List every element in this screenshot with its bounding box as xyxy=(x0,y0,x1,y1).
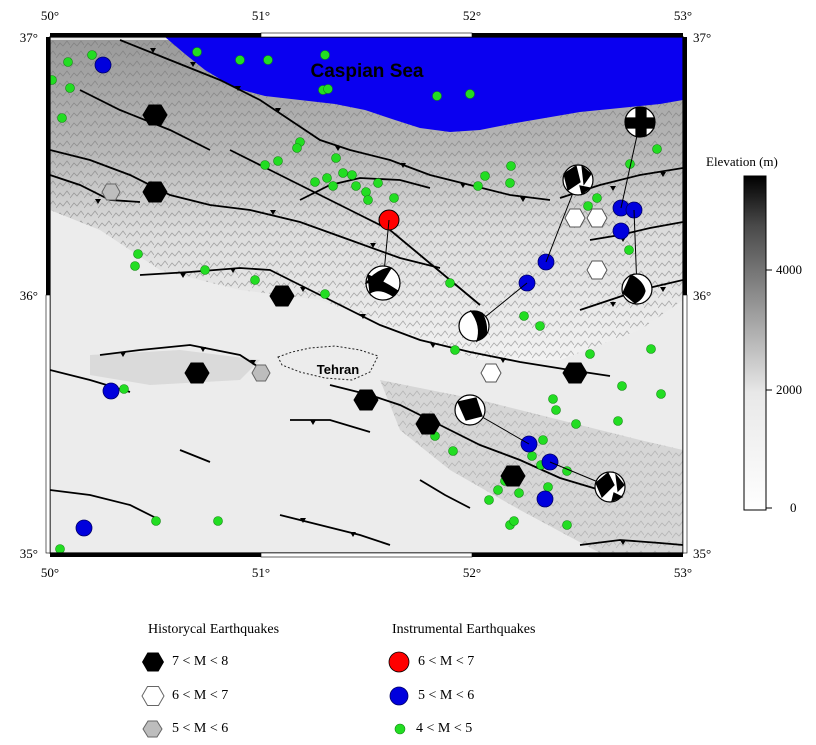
legend-instrumental-m6-7: 6 < M < 7 xyxy=(388,651,474,673)
instrumental-m4-5-events xyxy=(50,47,666,553)
historical-legend-title: Historycal Earthquakes xyxy=(148,622,280,637)
historical-m7-8-events xyxy=(142,104,588,487)
lon-tick-bottom-50: 50° xyxy=(41,565,59,580)
red-circle-icon xyxy=(388,651,410,673)
legend-instrumental-m4-5-label: 4 < M < 5 xyxy=(416,721,473,736)
lon-tick-top-50: 50° xyxy=(41,8,59,23)
elevation-colorbar xyxy=(743,175,772,511)
lat-tick-right-36: 36° xyxy=(693,288,711,303)
legend-instrumental-m5-6: 5 < M < 6 xyxy=(388,685,474,707)
lon-tick-top-51: 51° xyxy=(252,8,270,23)
colorbar-tick-4000: 4000 xyxy=(776,262,802,277)
legend-historical-m6-7: 6 < M < 7 xyxy=(140,685,228,707)
focal-mechanisms xyxy=(364,106,656,503)
caspian-sea xyxy=(165,37,683,132)
legend-instrumental-m6-7-label: 6 < M < 7 xyxy=(418,654,475,669)
lat-tick-left-37: 37° xyxy=(20,30,38,45)
lon-tick-bottom-52: 52° xyxy=(463,565,481,580)
gray-hexagon-icon xyxy=(142,720,163,738)
legend-historical-m7-8: 7 < M < 8 xyxy=(140,651,228,673)
colorbar-tick-2000: 2000 xyxy=(776,382,802,397)
lon-tick-top-52: 52° xyxy=(463,8,481,23)
legend-historical-m7-8-label: 7 < M < 8 xyxy=(172,654,229,669)
legend-instrumental-m5-6-label: 5 < M < 6 xyxy=(418,688,475,703)
lat-tick-left-35: 35° xyxy=(20,546,38,561)
tehran-city-outline xyxy=(277,345,379,381)
map-area: Caspian Sea Tehran xyxy=(50,37,683,553)
lon-tick-bottom-51: 51° xyxy=(252,565,270,580)
caspian-sea-label: Caspian Sea xyxy=(311,61,424,82)
legend-historical-m5-6-label: 5 < M < 6 xyxy=(172,721,229,736)
legend-historical-m5-6: 5 < M < 6 xyxy=(142,719,228,739)
map-frame xyxy=(45,32,688,558)
green-dot-icon xyxy=(394,723,406,735)
lat-tick-right-37: 37° xyxy=(693,30,711,45)
colorbar-tick-0: 0 xyxy=(790,500,797,515)
blue-circle-icon xyxy=(389,686,409,706)
lat-tick-right-35: 35° xyxy=(693,546,711,561)
white-hexagon-icon xyxy=(141,686,165,706)
seismicity-map: Caspian Sea Tehran 50° 51° 52° 53° 50° 5… xyxy=(20,8,772,580)
instrumental-legend-title: Instrumental Earthquakes xyxy=(392,622,536,637)
black-hexagon-icon xyxy=(142,652,164,672)
legend-historical-m6-7-label: 6 < M < 7 xyxy=(172,688,229,703)
historical-m5-6-events xyxy=(101,183,271,382)
colorbar-title: Elevation (m) xyxy=(706,154,778,169)
legend-instrumental-m4-5: 4 < M < 5 xyxy=(392,721,472,737)
historical-m6-7-events xyxy=(480,208,608,383)
axis-tick-labels: 50° 51° 52° 53° 50° 51° 52° 53° 37° 36° … xyxy=(20,8,711,580)
lon-tick-bottom-53: 53° xyxy=(674,565,692,580)
lat-tick-left-36: 36° xyxy=(20,288,38,303)
lon-tick-top-53: 53° xyxy=(674,8,692,23)
tehran-label: Tehran xyxy=(317,362,359,377)
